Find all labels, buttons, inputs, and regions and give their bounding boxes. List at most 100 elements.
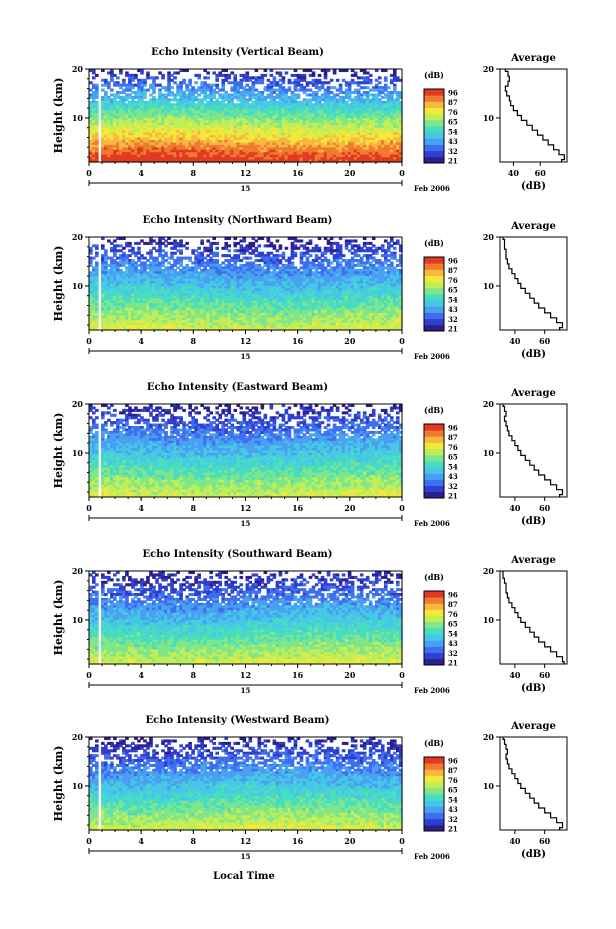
heatmap-cell bbox=[110, 98, 114, 102]
heatmap-cell bbox=[89, 130, 93, 134]
average-line bbox=[504, 69, 565, 162]
heatmap-cell bbox=[104, 95, 108, 99]
heatmap-cell bbox=[116, 108, 120, 112]
heatmap-cell bbox=[92, 100, 96, 104]
heatmap-cell bbox=[113, 152, 117, 156]
heatmap-cell bbox=[104, 108, 108, 112]
heatmap-cell bbox=[110, 103, 114, 107]
heatmap-cell bbox=[116, 154, 120, 158]
heatmap-cell bbox=[101, 98, 105, 102]
heatmap-cell bbox=[95, 91, 99, 95]
heatmap-cell bbox=[125, 103, 129, 107]
colorbar-tick-label: 32 bbox=[448, 147, 458, 156]
heatmap-cell bbox=[128, 86, 132, 90]
heatmap-cell bbox=[128, 76, 132, 80]
heatmap-cell bbox=[122, 117, 126, 121]
heatmap-cell bbox=[107, 135, 111, 139]
heatmap-cell bbox=[104, 132, 108, 136]
heatmap-cell bbox=[110, 71, 114, 75]
heatmap-cell bbox=[89, 117, 93, 121]
heatmap-cell bbox=[332, 71, 337, 75]
heatmap-cell bbox=[104, 125, 108, 129]
heatmap-cell bbox=[89, 137, 93, 141]
heatmap-cells bbox=[89, 69, 403, 163]
heatmap-cell bbox=[92, 137, 96, 141]
heatmap-cell bbox=[125, 71, 129, 75]
heatmap-cell bbox=[101, 69, 105, 73]
heatmap-cell bbox=[92, 86, 96, 90]
heatmap-cell bbox=[107, 95, 111, 99]
heatmap-cell bbox=[125, 132, 129, 136]
heatmap-cell bbox=[116, 132, 120, 136]
heatmap-cell bbox=[95, 95, 99, 99]
heatmap-cell bbox=[125, 142, 129, 146]
heatmap-cell bbox=[89, 69, 93, 73]
heatmap-cell bbox=[92, 76, 96, 80]
heatmap-cell bbox=[89, 152, 93, 156]
heatmap-cell bbox=[101, 100, 105, 104]
colorbar-swatch bbox=[424, 138, 444, 145]
heatmap-cell bbox=[140, 71, 144, 75]
heatmap-cell bbox=[92, 157, 96, 161]
heatmap-cell bbox=[113, 137, 117, 141]
heatmap-cell bbox=[95, 115, 99, 119]
heatmap-cell bbox=[89, 159, 93, 163]
heatmap-cell bbox=[95, 254, 99, 258]
heatmap-cell bbox=[113, 110, 117, 114]
heatmap-cell bbox=[116, 159, 120, 163]
heatmap-cell bbox=[185, 241, 189, 245]
heatmap-cell bbox=[116, 144, 120, 148]
heatmap-cell bbox=[101, 137, 105, 141]
heatmap-cell bbox=[104, 78, 108, 82]
heatmap-cell bbox=[95, 122, 99, 126]
heatmap-cell bbox=[125, 147, 129, 151]
heatmap-cell bbox=[281, 81, 286, 85]
heatmap-cell bbox=[122, 91, 126, 95]
heatmap-cell bbox=[95, 142, 99, 146]
heatmap-cell bbox=[122, 142, 126, 146]
heatmap-cell bbox=[119, 130, 123, 134]
heatmap-cell bbox=[92, 120, 96, 124]
heatmap-cell bbox=[122, 95, 126, 99]
heatmap-cell bbox=[116, 105, 120, 109]
heatmap-cell bbox=[92, 142, 96, 146]
heatmap-cell bbox=[101, 139, 105, 144]
heatmap-cell bbox=[113, 117, 117, 121]
x-tick-label: 0 bbox=[399, 168, 405, 178]
heatmap-cell bbox=[101, 152, 105, 156]
heatmap-cell bbox=[89, 144, 93, 148]
heatmap-cell bbox=[116, 100, 120, 104]
heatmap-cell bbox=[122, 157, 126, 161]
heatmap-cell bbox=[116, 91, 120, 95]
heatmap-cell bbox=[113, 144, 117, 148]
heatmap-cell bbox=[101, 110, 105, 114]
heatmap-cell bbox=[110, 142, 114, 146]
heatmap-cell bbox=[377, 81, 382, 85]
heatmap-cell bbox=[116, 120, 120, 124]
heatmap-cell bbox=[119, 152, 123, 156]
heatmap-cell bbox=[95, 108, 99, 112]
heatmap-cell bbox=[113, 115, 117, 119]
heatmap-cell bbox=[206, 76, 210, 80]
heatmap-cell bbox=[110, 113, 114, 117]
heatmap-cell bbox=[107, 103, 111, 107]
x-tick-label: 12 bbox=[240, 168, 251, 178]
heatmap-cell bbox=[110, 122, 114, 126]
colorbar-tick-label: 43 bbox=[448, 137, 458, 146]
heatmap-cell bbox=[107, 147, 111, 151]
heatmap-cell bbox=[125, 98, 129, 102]
heatmap-cell bbox=[110, 127, 114, 131]
heatmap-cell bbox=[227, 76, 232, 80]
heatmap-cell bbox=[104, 144, 108, 148]
heatmap-cell bbox=[104, 154, 108, 158]
heatmap-cell bbox=[92, 144, 96, 148]
heatmap-cell bbox=[95, 88, 99, 92]
heatmap-cell bbox=[95, 127, 99, 131]
heatmap-cell bbox=[119, 135, 123, 139]
heatmap-cell bbox=[101, 95, 105, 99]
heatmap-cell bbox=[116, 83, 120, 87]
heatmap-cell bbox=[128, 83, 132, 87]
heatmap-cell bbox=[185, 246, 189, 250]
